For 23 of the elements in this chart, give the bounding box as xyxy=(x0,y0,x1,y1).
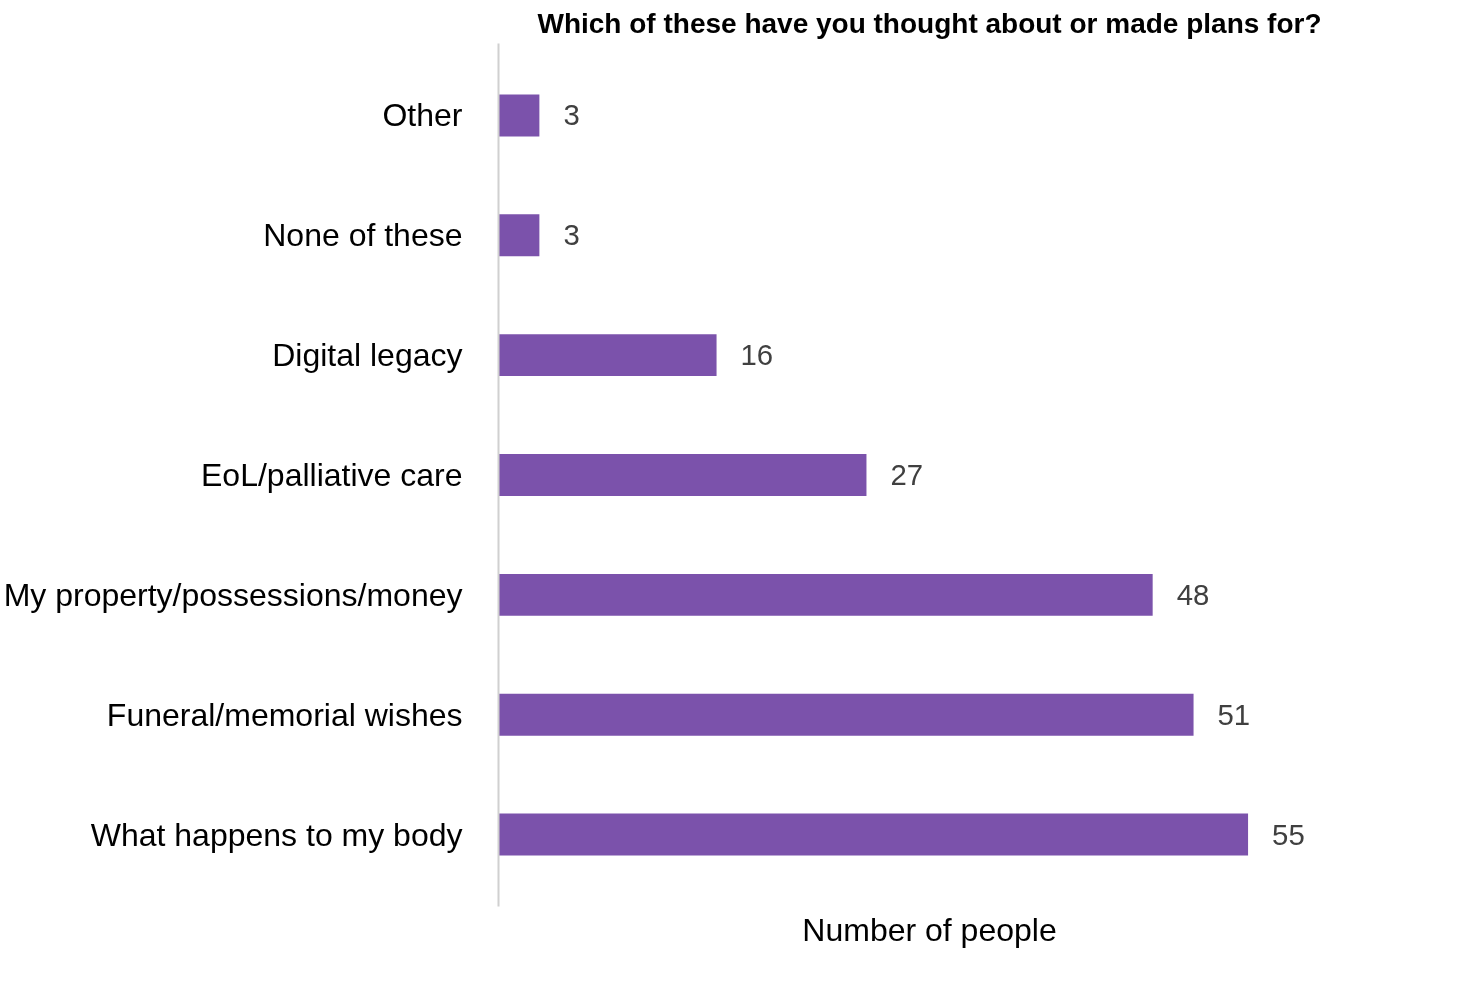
bar xyxy=(498,214,540,257)
y-tick-label: EoL/palliative care xyxy=(201,457,463,493)
y-tick-label: None of these xyxy=(263,217,463,254)
x-axis-title: Number of people xyxy=(802,911,1057,948)
bar xyxy=(498,693,1194,736)
y-tick-label: What happens to my body xyxy=(90,816,463,853)
data-label: 55 xyxy=(1272,817,1305,851)
data-label: 3 xyxy=(563,218,580,252)
bar xyxy=(498,334,717,377)
y-tick-label: Funeral/memorial wishes xyxy=(106,696,463,733)
data-label: 3 xyxy=(563,98,580,132)
bar xyxy=(498,573,1153,616)
data-label: 16 xyxy=(740,338,774,372)
data-label: 48 xyxy=(1176,577,1210,611)
chart-title: Which of these have you thought about or made plans for? xyxy=(537,7,1322,39)
bar xyxy=(498,813,1249,856)
y-tick-label: Other xyxy=(382,97,463,134)
data-label: 51 xyxy=(1217,697,1251,731)
y-tick-label: My property/possessions/money xyxy=(3,576,463,613)
y-tick-label: Digital legacy xyxy=(272,337,463,374)
bar xyxy=(498,454,867,496)
data-label: 27 xyxy=(890,458,924,491)
bar xyxy=(498,94,540,137)
